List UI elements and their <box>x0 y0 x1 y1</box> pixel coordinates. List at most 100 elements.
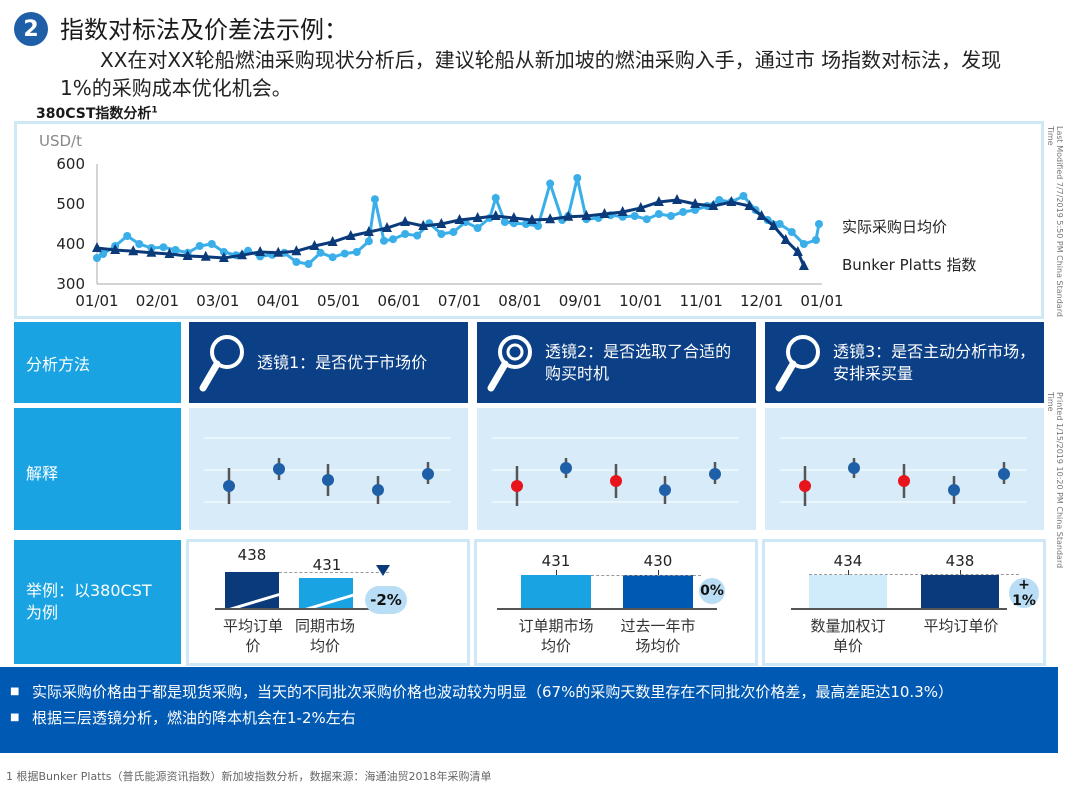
x-tick-label: 12/01 <box>740 292 783 310</box>
data-point <box>364 237 373 246</box>
data-point <box>171 246 180 254</box>
data-point <box>775 220 784 228</box>
data-point <box>159 243 168 252</box>
data-point <box>768 220 779 230</box>
data-point <box>792 246 803 256</box>
bar2-value: 430 <box>643 552 673 570</box>
data-point <box>237 249 247 260</box>
data-point <box>642 215 651 224</box>
data-point <box>617 206 628 216</box>
data-point <box>291 245 302 256</box>
data-point <box>218 252 229 262</box>
data-point <box>708 200 719 210</box>
example-panel-1: 438 431 -2% 平均订单价 同期市场均价 <box>186 539 470 666</box>
example-panel-2: 431 430 0% 订单期市场均价 过去一年市场均价 <box>474 539 758 666</box>
dot-marker <box>610 464 622 498</box>
printed-note: Printed 1/15/2019 10:20 PM China Standar… <box>1046 392 1064 569</box>
data-point <box>345 230 356 240</box>
x-tick-label: 07/01 <box>438 292 481 310</box>
dot-marker <box>998 462 1010 484</box>
bar2-value: 431 <box>312 556 342 574</box>
data-point <box>739 192 748 200</box>
data-point <box>200 250 211 261</box>
lens-2-title: 透镜2：是否选取了合适的购买时机 <box>545 341 732 383</box>
data-point <box>436 218 447 228</box>
dot-marker <box>560 458 572 478</box>
data-point <box>500 218 509 226</box>
explain-panel-2 <box>477 408 756 530</box>
data-point <box>690 198 701 208</box>
magnifier-icon <box>775 334 820 391</box>
data-point <box>437 230 446 238</box>
x-tick-label: 09/01 <box>559 292 602 310</box>
data-point <box>273 246 284 257</box>
data-point <box>379 236 388 245</box>
line-chart: USD/t 600 500 400 300 01/01 02/01 03/01 04/01 0… <box>39 132 976 310</box>
data-point <box>182 250 193 260</box>
data-point <box>798 260 809 270</box>
dot-plot-2 <box>492 437 739 506</box>
bar1-value: 434 <box>833 552 863 570</box>
dot-marker <box>511 466 523 506</box>
data-point <box>780 234 791 244</box>
dot-marker <box>709 462 721 484</box>
data-point <box>255 246 266 256</box>
data-point <box>92 242 102 252</box>
legend-index: Bunker Platts 指数 <box>842 256 976 274</box>
footnote: 1 根据Bunker Platts（普氏能源资讯指数）新加坡指数分析，数据来源：… <box>6 770 492 783</box>
x-tick-label: 02/01 <box>136 292 179 310</box>
baseline <box>497 608 717 610</box>
reference-line <box>591 575 701 576</box>
delta-badge: 0% <box>699 578 725 604</box>
data-point <box>814 220 823 228</box>
y-tick-label: 600 <box>56 155 85 173</box>
down-triangle-icon <box>376 565 390 576</box>
last-modified-note: Last Modified 7/7/2019 5:50 PM China Sta… <box>1046 126 1064 317</box>
delta-badge: +1% <box>1009 577 1039 609</box>
bar1-label: 数量加权订单价 <box>810 617 886 655</box>
data-point <box>370 195 379 204</box>
data-point <box>146 246 157 257</box>
y-tick-label: 300 <box>56 275 85 293</box>
dot-marker <box>659 476 671 504</box>
data-point <box>726 196 737 206</box>
dot-marker <box>322 464 334 496</box>
data-point <box>672 194 682 204</box>
data-point <box>327 236 338 246</box>
data-point <box>491 194 500 202</box>
dot-marker <box>848 458 860 478</box>
data-point <box>449 228 458 236</box>
data-point <box>93 254 101 262</box>
x-tick-label: 11/01 <box>680 292 723 310</box>
data-point <box>508 212 519 222</box>
dot-marker <box>898 464 910 498</box>
y-tick-label: 400 <box>56 235 85 253</box>
data-point <box>573 174 582 182</box>
data-point <box>389 235 398 244</box>
data-point <box>715 196 724 204</box>
magnifier-target-icon <box>487 334 532 391</box>
data-point <box>527 214 537 224</box>
bar2-label: 同期市场均价 <box>295 617 356 655</box>
dot-marker <box>372 476 384 504</box>
baseline <box>215 608 401 610</box>
row-label-explain: 解释 <box>14 408 181 530</box>
explain-panel-1 <box>189 408 468 530</box>
data-point <box>195 242 204 250</box>
data-point <box>744 200 755 210</box>
magnifier-icon <box>199 334 244 391</box>
data-point <box>418 220 429 230</box>
bar2-label: 过去一年市场均价 <box>620 617 696 655</box>
data-point <box>563 210 574 221</box>
delta-badge: -2% <box>365 586 407 614</box>
step-badge: 2 <box>14 12 48 46</box>
data-point <box>546 179 555 188</box>
x-tick-label: 05/01 <box>317 292 360 310</box>
bar-1 <box>521 575 591 608</box>
data-point <box>292 258 301 266</box>
summary-bullet: ■ 根据三层透镜分析，燃油的降本机会在1-2%左右 <box>10 709 356 727</box>
x-tick-label: 03/01 <box>196 292 239 310</box>
data-point <box>454 214 465 224</box>
x-tick-label: 06/01 <box>377 292 420 310</box>
data-point <box>666 212 675 220</box>
